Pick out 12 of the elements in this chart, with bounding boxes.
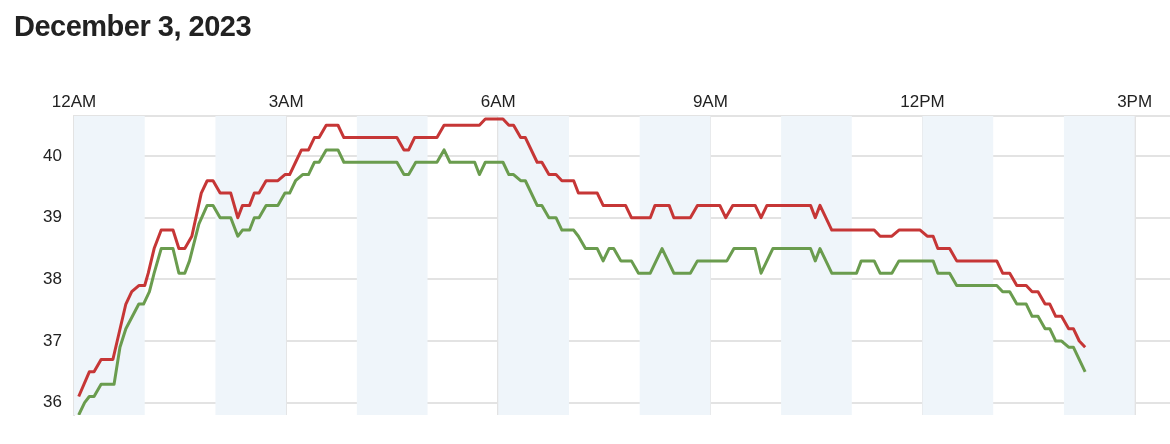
x-tick-label: 12AM bbox=[51, 92, 97, 112]
chart-title: December 3, 2023 bbox=[14, 10, 252, 43]
x-tick-label: 3PM bbox=[1117, 92, 1153, 112]
x-tick-label: 3AM bbox=[268, 92, 304, 112]
y-tick-label: 40 bbox=[43, 145, 62, 165]
y-tick-label: 36 bbox=[43, 392, 62, 412]
x-tick-label: 9AM bbox=[692, 92, 728, 112]
x-tick-label: 6AM bbox=[480, 92, 516, 112]
x-tick-label: 12PM bbox=[900, 92, 945, 112]
y-tick-label: 38 bbox=[43, 269, 62, 289]
y-tick-label: 39 bbox=[43, 207, 62, 227]
y-tick-label: 37 bbox=[43, 330, 62, 350]
